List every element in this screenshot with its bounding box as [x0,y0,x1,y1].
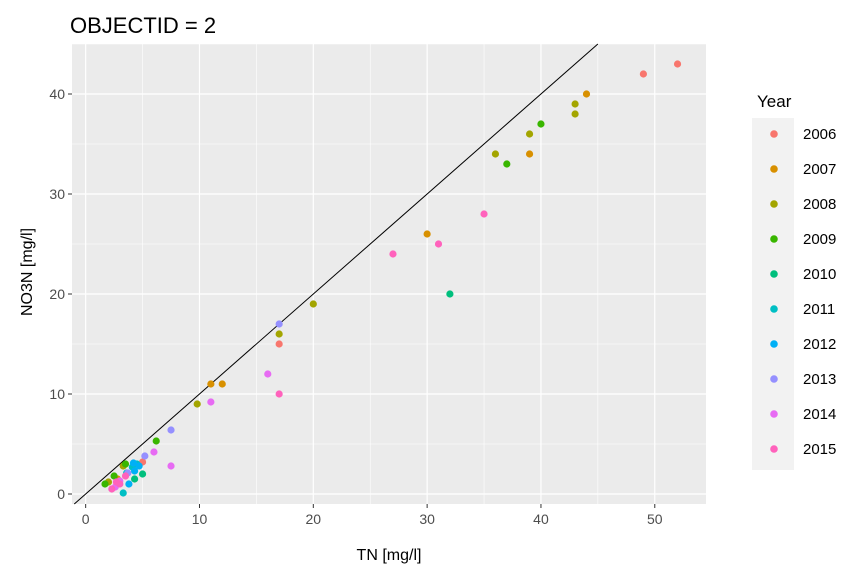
legend-label-2010: 2010 [803,266,836,283]
data-point-2009 [537,120,545,128]
data-point-2007 [582,90,591,98]
y-axis: 0 10 20 30 40 [49,86,72,502]
data-point-2014 [150,448,158,456]
legend-label-2006: 2006 [803,126,836,143]
data-point-2013 [167,426,175,434]
data-point-2012 [129,459,138,467]
data-point-2008 [525,130,534,138]
legend-title: Year [757,92,792,111]
y-tick-label: 40 [49,86,65,102]
data-point-2008 [491,150,500,158]
data-point-2015 [108,485,116,493]
legend-label-2007: 2007 [803,161,836,178]
legend-key-2012 [770,340,778,348]
data-point-2007 [207,380,215,388]
data-point-2007 [218,380,226,388]
legend: Year 2006 2007 2008 2009 2010 2011 2012 2013 201… [752,92,836,470]
legend-key-2009 [770,235,778,243]
legend-label-2009: 2009 [803,231,836,248]
x-tick-label: 0 [82,511,90,527]
legend-key-2007 [770,165,778,173]
data-point-2014 [264,370,272,378]
chart-title: OBJECTID = 2 [70,13,216,38]
grid-minor [72,43,706,504]
data-point-2012 [131,467,139,475]
data-point-2015 [389,250,397,258]
legend-key-2006 [770,130,778,138]
data-point-2012 [135,462,143,470]
legend-key-2010 [770,270,778,278]
y-tick-label: 30 [49,186,65,202]
data-point-2007 [525,150,534,158]
data-point-2014 [207,398,215,406]
data-point-2006 [673,60,682,68]
data-point-2009 [152,437,160,445]
data-point-2009 [503,160,511,168]
legend-label-2014: 2014 [803,406,836,423]
data-point-2015 [112,478,120,486]
data-point-2010 [138,470,147,478]
data-point-2006 [275,340,283,348]
data-point-2009 [121,460,130,468]
legend-items: 2006 2007 2008 2009 2010 2011 2012 2013 2014 2015 [752,118,836,470]
x-tick-label: 40 [533,511,549,527]
data-point-2008 [571,100,579,108]
data-point-2015 [480,210,488,218]
legend-label-2012: 2012 [803,336,836,353]
data-point-2013 [141,452,149,460]
data-point-2008 [571,110,579,118]
data-point-2015 [121,472,130,480]
data-point-2007 [423,230,431,238]
y-axis-title: NO3N [mg/l] [19,228,36,316]
y-tick-label: 10 [49,386,65,402]
data-point-2010 [446,290,454,298]
data-point-2008 [275,330,283,338]
legend-label-2013: 2013 [803,371,836,388]
data-point-2008 [193,400,201,408]
data-point-2013 [275,320,283,328]
data-point-2014 [167,462,175,470]
data-point-2009 [101,480,109,488]
x-axis-title: TN [mg/l] [357,547,422,564]
reference-line [73,43,599,505]
y-tick-label: 0 [57,486,65,502]
legend-label-2008: 2008 [803,196,836,213]
data-point-2009 [110,472,118,480]
legend-label-2015: 2015 [803,441,836,458]
data-point-2015 [434,240,443,248]
legend-label-2011: 2011 [803,301,835,318]
x-tick-label: 20 [306,511,322,527]
legend-key-2014 [770,410,778,418]
legend-key-2008 [770,200,778,208]
data-point-2011 [119,489,127,497]
data-point-2006 [639,70,647,78]
legend-key-2015 [770,445,778,453]
data-points [101,60,682,497]
x-tick-label: 30 [419,511,435,527]
x-axis: 0 10 20 30 40 50 [82,504,663,527]
plot-panel [72,43,706,505]
y-tick-label: 20 [49,286,65,302]
grid-major [72,44,706,504]
x-tick-label: 50 [647,511,663,527]
data-point-2015 [275,390,283,398]
legend-key-2013 [770,375,778,383]
data-point-2010 [131,475,139,483]
legend-key-2011 [770,305,778,313]
data-point-2008 [309,300,317,308]
data-point-2012 [125,480,133,488]
x-tick-label: 10 [192,511,208,527]
panel-background [72,44,706,504]
